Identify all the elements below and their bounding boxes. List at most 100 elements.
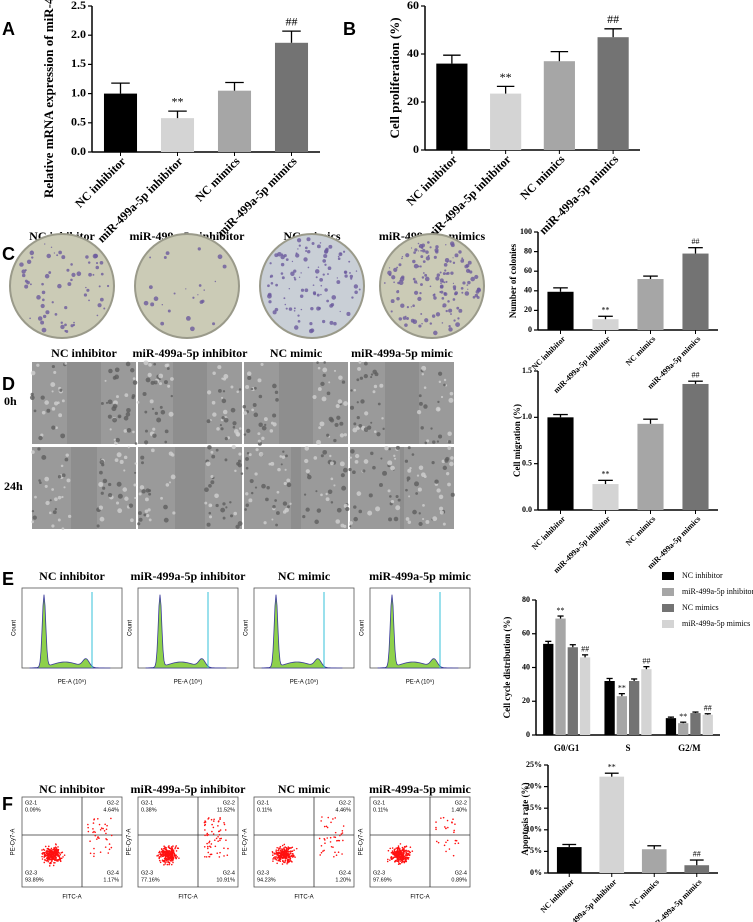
cell: [328, 381, 331, 384]
colony: [300, 272, 302, 274]
cell: [314, 519, 319, 525]
cell: [217, 365, 222, 370]
event: [46, 853, 49, 856]
colony: [304, 246, 308, 250]
cell: [329, 454, 332, 458]
cell: [335, 519, 341, 524]
colony: [268, 300, 272, 304]
y-tick-label: 1.0: [71, 85, 86, 99]
event: [218, 820, 220, 822]
colony: [448, 308, 453, 313]
cell: [29, 395, 35, 401]
event: [275, 851, 278, 854]
cell: [159, 405, 163, 409]
event: [171, 854, 173, 857]
event: [166, 863, 169, 866]
event: [288, 850, 291, 853]
y-tick-label: 40: [524, 286, 532, 295]
cell: [134, 462, 137, 465]
axis-label: Count: [128, 620, 134, 636]
event: [217, 830, 220, 833]
quadrant-name: G2-4: [107, 870, 119, 876]
event: [277, 859, 280, 861]
event: [398, 856, 401, 859]
plot-frame: [253, 796, 355, 888]
cell: [319, 421, 325, 427]
cell: [424, 441, 428, 445]
cell: [52, 510, 57, 515]
colony: [295, 252, 298, 255]
cell: [330, 501, 334, 504]
event: [285, 857, 288, 859]
cell: [223, 373, 229, 379]
cell: [96, 524, 100, 528]
cell: [205, 461, 211, 467]
y-tick-label: 60: [524, 266, 532, 275]
event: [340, 833, 343, 835]
colony: [424, 318, 429, 323]
event: [208, 855, 211, 858]
cell: [100, 491, 104, 495]
colony: [443, 292, 447, 295]
colony: [401, 255, 404, 258]
event: [208, 840, 211, 843]
cell: [443, 383, 446, 387]
event: [168, 846, 170, 849]
event: [206, 832, 209, 835]
wound-gap: [400, 447, 404, 529]
event: [210, 843, 213, 845]
event: [47, 860, 49, 863]
colony: [285, 307, 288, 310]
colony: [387, 270, 392, 276]
quadrant-name: G2-3: [25, 870, 37, 876]
event: [57, 849, 59, 852]
event: [171, 847, 174, 849]
event: [171, 853, 174, 855]
cell: [148, 362, 152, 367]
significance-label: ##: [607, 12, 619, 26]
cell: [248, 498, 253, 503]
cell: [352, 470, 356, 475]
event: [170, 859, 172, 862]
cell: [438, 371, 443, 376]
plot-title: NC inhibitor: [39, 782, 105, 796]
colony: [391, 275, 396, 280]
cell: [349, 525, 352, 528]
significance-label: ##: [642, 656, 650, 665]
event: [93, 847, 95, 850]
cell: [415, 492, 419, 495]
event: [396, 846, 399, 849]
cell: [420, 472, 426, 478]
colony: [458, 250, 462, 254]
colony: [53, 252, 56, 254]
event: [286, 854, 288, 856]
event: [403, 857, 406, 860]
colony: [404, 323, 408, 327]
colony: [461, 257, 464, 260]
colony: [422, 260, 426, 264]
colony: [427, 241, 430, 244]
quadrant-name: G2-1: [373, 800, 385, 806]
colony: [212, 322, 216, 326]
colony: [456, 306, 460, 310]
colony: [64, 329, 67, 332]
event: [408, 854, 411, 856]
event: [288, 847, 291, 850]
colony: [474, 274, 479, 279]
wound-gap: [67, 362, 101, 444]
cell: [257, 432, 261, 436]
cell: [142, 391, 147, 397]
plot-frame: [253, 587, 355, 669]
cell: [123, 415, 129, 421]
event: [447, 826, 449, 829]
cell: [440, 395, 444, 399]
colony: [314, 269, 320, 274]
event: [163, 859, 165, 862]
colony: [446, 261, 449, 263]
colony: [450, 271, 454, 275]
cell: [313, 456, 318, 460]
cell: [145, 377, 151, 383]
colony: [436, 273, 441, 277]
cell: [367, 425, 372, 430]
cell: [167, 384, 171, 388]
